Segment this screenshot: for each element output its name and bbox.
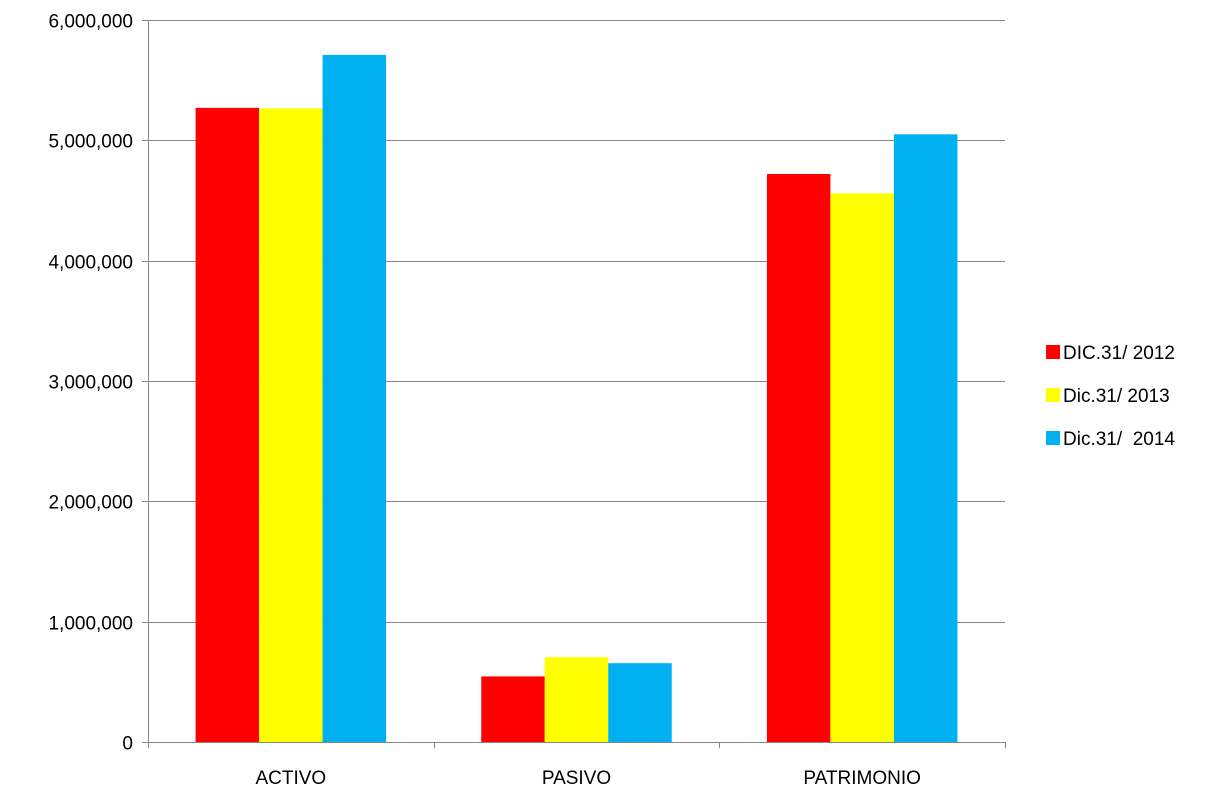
bar-activo-series-3 (322, 54, 387, 742)
bar-activo-series-2 (259, 108, 323, 742)
legend-label: Dic.31/ 2013 (1063, 386, 1170, 407)
bar-patrimonio-series-3 (893, 134, 958, 743)
legend: DIC.31/ 2012 Dic.31/ 2013 Dic.31/ 2014 (1046, 343, 1175, 450)
y-tick-label: 4,000,000 (48, 253, 133, 274)
y-tick-label: 6,000,000 (48, 12, 133, 33)
legend-swatch (1046, 388, 1060, 402)
x-tick-label: PATRIMONIO (803, 768, 921, 789)
y-tick-label: 0 (122, 734, 133, 755)
axes (142, 20, 1006, 748)
legend-swatch (1046, 345, 1060, 359)
bar-patrimonio-series-2 (830, 193, 894, 742)
bar-patrimonio-series-1 (766, 174, 831, 742)
bars (195, 54, 958, 743)
bar-pasivo-series-1 (481, 676, 545, 742)
y-tick-label: 2,000,000 (48, 493, 133, 514)
bar-pasivo-series-2 (544, 657, 609, 742)
bar-activo-series-1 (195, 107, 260, 743)
x-tick-label: PASIVO (542, 768, 611, 789)
y-tick-label: 5,000,000 (48, 132, 133, 153)
y-tick-label: 1,000,000 (48, 614, 133, 635)
legend-swatch (1046, 431, 1060, 445)
x-tick-label: ACTIVO (255, 768, 326, 789)
legend-label: Dic.31/ 2014 (1063, 429, 1175, 450)
x-axis-tick-labels: ACTIVO PASIVO PATRIMONIO (255, 768, 920, 789)
legend-label: DIC.31/ 2012 (1063, 343, 1175, 364)
y-axis-tick-labels: 0 1,000,000 2,000,000 3,000,000 4,000,000 5,0… (48, 12, 133, 755)
bar-pasivo-series-3 (608, 663, 672, 742)
y-tick-label: 3,000,000 (48, 373, 133, 394)
